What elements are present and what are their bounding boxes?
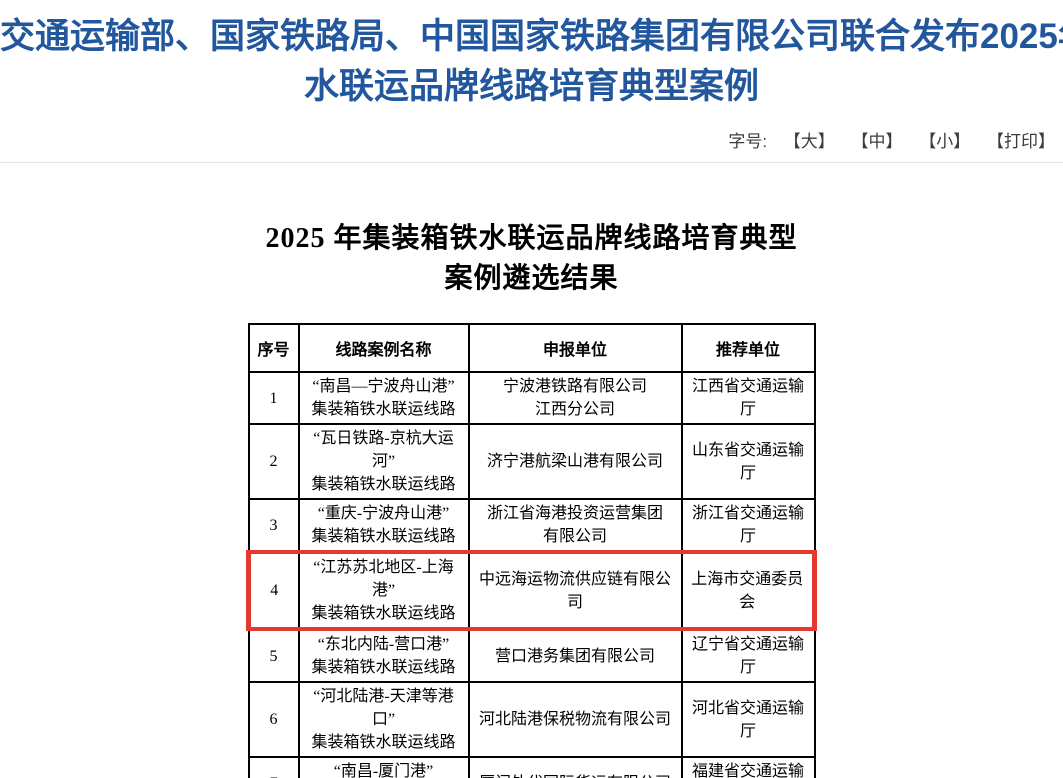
article-title: 交通运输部、国家铁路局、中国国家铁路集团有限公司联合发布2025年铁 水联运品牌… xyxy=(0,12,1063,112)
cell-applicant: 河北陆港保税物流有限公司 xyxy=(467,681,683,758)
cell-index: 2 xyxy=(247,423,300,500)
cell-line-name: “重庆-宁波舟山港” 集装箱铁水联运线路 xyxy=(297,498,470,553)
cell-line-name: “南昌—宁波舟山港” 集装箱铁水联运线路 xyxy=(297,371,470,425)
cell-index: 4 xyxy=(246,550,300,631)
table-row-highlighted: 4 “江苏苏北地区-上海港” 集装箱铁水联运线路 中远海运物流供应链有限公司 上… xyxy=(246,550,817,631)
table-row: 5 “东北内陆-营口港” 集装箱铁水联运线路 营口港务集团有限公司 辽宁省交通运… xyxy=(247,628,816,683)
cell-line-name: “河北陆港-天津等港口” 集装箱铁水联运线路 xyxy=(297,681,470,758)
cell-applicant: 营口港务集团有限公司 xyxy=(467,628,683,683)
cell-recommender: 辽宁省交通运输厅 xyxy=(680,628,816,683)
document-title-line2: 案例遴选结果 xyxy=(444,263,619,294)
cell-applicant: 中远海运物流供应链有限公司 xyxy=(467,550,683,631)
cell-index: 7 xyxy=(247,756,300,778)
article-title-line1: 交通运输部、国家铁路局、中国国家铁路集团有限公司联合发布2025年铁 xyxy=(0,17,1063,56)
col-header-recommender: 推荐单位 xyxy=(680,323,816,373)
cell-recommender: 河北省交通运输厅 xyxy=(680,681,816,758)
cell-applicant: 厦门外代国际货运有限公司 xyxy=(467,756,683,778)
font-size-large-button[interactable]: 【大】 xyxy=(783,132,835,151)
cell-line-name: “南昌-厦门港” 集装箱铁水联运线路 xyxy=(297,756,470,778)
table-row: 6 “河北陆港-天津等港口” 集装箱铁水联运线路 河北陆港保税物流有限公司 河北… xyxy=(247,681,816,758)
font-size-toolbar: 字号: 【大】 【中】 【小】 【打印】 xyxy=(0,130,1063,154)
cell-line-name: “瓦日铁路-京杭大运河” 集装箱铁水联运线路 xyxy=(297,423,470,500)
cell-recommender: 浙江省交通运输厅 xyxy=(680,498,816,553)
cell-applicant: 宁波港铁路有限公司 江西分公司 xyxy=(467,371,683,425)
table-header-row: 序号 线路案例名称 申报单位 推荐单位 xyxy=(247,323,816,373)
table-row: 3 “重庆-宁波舟山港” 集装箱铁水联运线路 浙江省海港投资运营集团 有限公司 … xyxy=(247,498,816,553)
results-table: 序号 线路案例名称 申报单位 推荐单位 1 “南昌—宁波舟山港” 集装箱铁水联运… xyxy=(246,323,817,778)
table-row: 2 “瓦日铁路-京杭大运河” 集装箱铁水联运线路 济宁港航梁山港有限公司 山东省… xyxy=(247,423,816,500)
cell-line-name: “江苏苏北地区-上海港” 集装箱铁水联运线路 xyxy=(297,550,470,631)
cell-index: 5 xyxy=(247,628,300,683)
article-title-line2: 水联运品牌线路培育典型案例 xyxy=(303,67,759,106)
cell-applicant: 济宁港航梁山港有限公司 xyxy=(467,423,683,500)
font-size-medium-button[interactable]: 【中】 xyxy=(851,132,903,151)
article-header: 交通运输部、国家铁路局、中国国家铁路集团有限公司联合发布2025年铁 水联运品牌… xyxy=(0,12,1063,163)
print-button[interactable]: 【打印】 xyxy=(987,132,1055,151)
cell-recommender: 江西省交通运输厅 xyxy=(680,371,816,425)
table-row: 1 “南昌—宁波舟山港” 集装箱铁水联运线路 宁波港铁路有限公司 江西分公司 江… xyxy=(247,371,816,425)
document-title-line1: 2025 年集装箱铁水联运品牌线路培育典型 xyxy=(265,223,798,254)
cell-index: 1 xyxy=(247,371,300,425)
col-header-line-name: 线路案例名称 xyxy=(297,323,470,373)
cell-line-name: “东北内陆-营口港” 集装箱铁水联运线路 xyxy=(297,628,470,683)
cell-applicant: 浙江省海港投资运营集团 有限公司 xyxy=(467,498,683,553)
font-size-small-button[interactable]: 【小】 xyxy=(919,132,971,151)
header-divider xyxy=(0,162,1063,163)
font-size-label: 字号: xyxy=(728,132,768,151)
cell-recommender: 上海市交通委员会 xyxy=(680,550,817,631)
cell-recommender: 福建省交通运输厅 xyxy=(680,756,816,778)
cell-index: 6 xyxy=(247,681,300,758)
table-row: 7 “南昌-厦门港” 集装箱铁水联运线路 厦门外代国际货运有限公司 福建省交通运… xyxy=(247,756,816,778)
cell-index: 3 xyxy=(247,498,300,553)
col-header-index: 序号 xyxy=(247,323,300,373)
col-header-applicant: 申报单位 xyxy=(467,323,683,373)
document-title: 2025 年集装箱铁水联运品牌线路培育典型 案例遴选结果 xyxy=(0,219,1063,299)
cell-recommender: 山东省交通运输厅 xyxy=(680,423,816,500)
